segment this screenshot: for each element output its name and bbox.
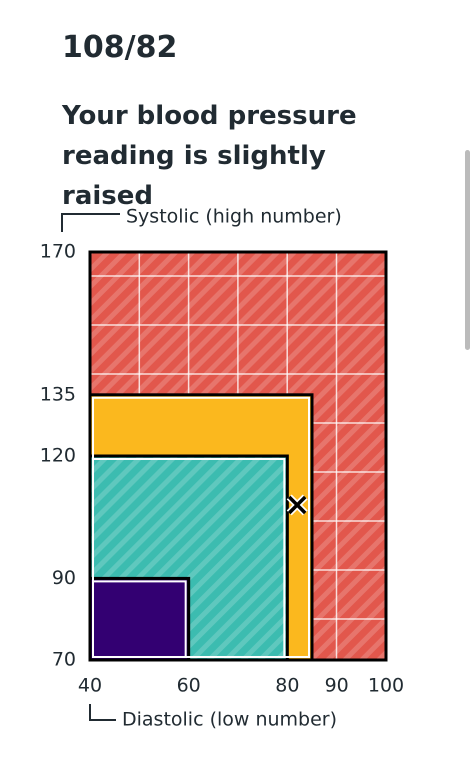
reading-marker	[286, 494, 308, 516]
y-tick-label: 70	[52, 649, 76, 671]
x-tick-label: 60	[177, 675, 201, 697]
y-axis-title: Systolic (high number)	[126, 206, 342, 228]
scrollbar	[465, 150, 470, 350]
y-tick-label: 135	[40, 383, 76, 405]
y-tick-label: 120	[40, 445, 76, 467]
x-tick-label: 80	[275, 675, 299, 697]
axis-bracket	[89, 704, 116, 721]
region	[90, 578, 189, 660]
region-border	[88, 576, 191, 662]
x-tick-label: 100	[368, 675, 404, 697]
x-axis-title: Diastolic (low number)	[122, 709, 337, 731]
x-tick-label: 40	[78, 675, 102, 697]
x-tick-label: 90	[325, 675, 349, 697]
y-tick-label: 170	[40, 241, 76, 263]
reading: 108/82	[62, 30, 178, 65]
axis-bracket	[61, 213, 120, 232]
message: Your blood pressure reading is slightly …	[62, 101, 357, 211]
marker-stroke	[287, 495, 307, 515]
y-tick-label: 90	[52, 567, 76, 589]
region-inner-border	[92, 580, 187, 659]
region-inner-border	[92, 458, 286, 658]
